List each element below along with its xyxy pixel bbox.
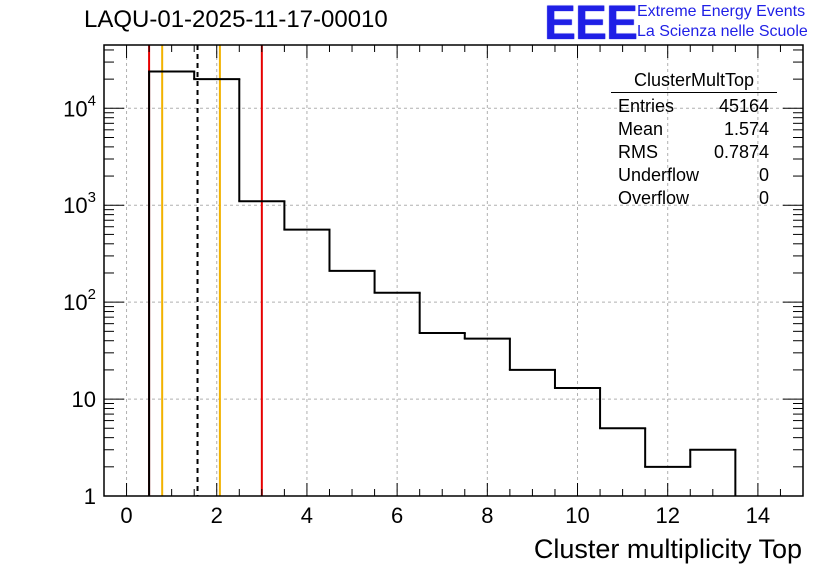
reference-lines xyxy=(148,45,263,496)
stats-value: 1.574 xyxy=(723,119,769,139)
stats-histogram-name: ClusterMultTop xyxy=(611,70,777,93)
y-tick-exponent: 4 xyxy=(88,92,96,109)
stats-label: Entries xyxy=(618,96,675,116)
y-tick-base: 1 xyxy=(84,484,96,509)
x-tick-label: 14 xyxy=(746,503,770,528)
stats-row-overflow: Overflow 0 xyxy=(611,187,777,210)
eee-logo: EEE xyxy=(544,0,638,50)
stats-label: Overflow xyxy=(618,188,690,208)
y-tick-base: 10 xyxy=(63,193,87,218)
y-tick-label: 103 xyxy=(63,189,96,218)
logo-line-1: Extreme Energy Events xyxy=(637,3,806,20)
x-tick-label: 8 xyxy=(481,503,493,528)
y-tick-base: 10 xyxy=(63,96,87,121)
stats-label: RMS xyxy=(618,142,658,162)
plot-frame-rect xyxy=(103,44,804,497)
x-tick-label: 0 xyxy=(120,503,132,528)
axis-ticks xyxy=(104,45,804,497)
plot-frame xyxy=(103,44,804,497)
y-tick-base: 10 xyxy=(72,387,96,412)
x-tick-label: 10 xyxy=(565,503,589,528)
histogram-series xyxy=(148,70,737,496)
stats-row-mean: Mean 1.574 xyxy=(611,118,777,141)
logo-line-2: La Scienza nelle Scuole xyxy=(637,23,808,40)
x-tick-label: 6 xyxy=(391,503,403,528)
stats-value: 0 xyxy=(758,165,769,185)
plot-title: LAQU-01-2025-11-17-00010 xyxy=(84,6,388,33)
stats-label: Underflow xyxy=(618,165,700,185)
y-tick-label: 104 xyxy=(63,92,96,121)
stats-row-underflow: Underflow 0 xyxy=(611,164,777,187)
y-tick-label: 102 xyxy=(63,286,96,315)
stats-row-rms: RMS 0.7874 xyxy=(611,141,777,164)
y-tick-base: 10 xyxy=(63,290,87,315)
stats-label: Mean xyxy=(618,119,664,139)
y-tick-exponent: 2 xyxy=(88,286,96,303)
y-tick-exponent: 3 xyxy=(88,189,96,206)
x-tick-label: 2 xyxy=(211,503,223,528)
x-axis-label: Cluster multiplicity Top xyxy=(533,534,802,564)
y-tick-label: 10 xyxy=(72,387,96,412)
stats-row-entries: Entries 45164 xyxy=(611,95,777,118)
stats-value: 0.7874 xyxy=(713,142,769,162)
stats-box: ClusterMultTop Entries 45164 Mean 1.574 … xyxy=(611,70,777,210)
stats-value: 45164 xyxy=(718,96,769,116)
x-tick-label: 12 xyxy=(655,503,679,528)
x-tick-label: 4 xyxy=(301,503,313,528)
y-tick-label: 1 xyxy=(84,484,96,509)
stats-value: 0 xyxy=(758,188,769,208)
